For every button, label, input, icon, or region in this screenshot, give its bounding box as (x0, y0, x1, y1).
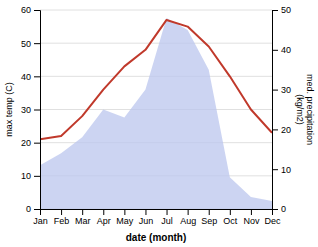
tick-label: 0 (281, 204, 286, 214)
tick: 20 (272, 125, 291, 135)
tick-mark (272, 129, 278, 130)
tick-mark (272, 169, 278, 170)
tick: May (116, 209, 134, 226)
grid-line (40, 10, 272, 11)
tick-mark (34, 110, 40, 111)
y2-axis-title-line: med. precipitation (305, 74, 315, 145)
tick: Jul (161, 209, 173, 226)
plot-area: JanFebMarAprMayJunJulAugSepOctNovDec0102… (4, 5, 315, 243)
tick-label: 10 (21, 171, 31, 181)
tick: 30 (21, 105, 40, 115)
area (40, 18, 272, 209)
tick: 10 (21, 171, 40, 181)
tick-mark (272, 90, 278, 91)
tick-label: 20 (281, 125, 291, 135)
tick-label: Nov (243, 216, 260, 226)
axis-line (34, 11, 41, 210)
tick: 50 (21, 39, 40, 49)
tick-label: Oct (223, 216, 238, 226)
tick-mark (272, 50, 278, 51)
y2-axis-title-line: (kg/m2) (295, 94, 305, 125)
tick-mark (34, 76, 40, 77)
tick-mark (34, 43, 40, 44)
tick-mark (251, 209, 252, 215)
tick-label: 0 (26, 204, 31, 214)
axis-line (41, 210, 273, 216)
tick: Apr (97, 209, 111, 226)
y-axis-title: max temp (C) (4, 82, 14, 137)
tick: Jan (33, 209, 48, 226)
tick-mark (124, 209, 125, 215)
tick-label: Mar (75, 216, 91, 226)
tick-label: Feb (54, 216, 70, 226)
tick-label: 20 (21, 138, 31, 148)
tick-label: 60 (21, 5, 31, 15)
tick-label: 50 (21, 39, 31, 49)
grid-line (40, 43, 272, 44)
tick: 60 (21, 5, 40, 15)
grid (40, 10, 272, 209)
tick: 0 (272, 204, 286, 214)
tick-label: 40 (21, 72, 31, 82)
tick-label: 30 (21, 105, 31, 115)
tick: 40 (21, 72, 40, 82)
marks (40, 18, 272, 209)
tick-mark (34, 176, 40, 177)
y2-axis-title: med. precipitation(kg/m2) (295, 74, 315, 145)
tick-label: Jun (139, 216, 154, 226)
tick-mark (167, 209, 168, 215)
tick-mark (34, 143, 40, 144)
x-axis: Jan Feb Mar Apr May Jun Jul Aug Sep Oct Nov Dec (33, 209, 281, 226)
tick-label: Jul (161, 216, 173, 226)
y2-axis: 0 10 20 30 40 50 (272, 5, 291, 214)
tick: Feb (54, 209, 70, 226)
tick: 50 (272, 5, 291, 15)
tick: Dec (264, 209, 281, 226)
tick-mark (61, 209, 62, 215)
tick-mark (34, 209, 40, 210)
tick: Mar (75, 209, 91, 226)
chart: JanFebMarAprMayJunJulAugSepOctNovDec0102… (0, 0, 318, 247)
tick-mark (209, 209, 210, 215)
x-axis-title: date (month) (126, 232, 187, 243)
tick: 0 (26, 204, 40, 214)
tick: 10 (272, 165, 291, 175)
tick-mark (34, 10, 40, 11)
tick-label: Jan (33, 216, 48, 226)
line (40, 20, 272, 139)
tick-mark (82, 209, 83, 215)
tick-label: May (116, 216, 134, 226)
tick-label: 50 (281, 5, 291, 15)
tick-label: Aug (180, 216, 196, 226)
tick-label: 40 (281, 45, 291, 55)
tick-label: Sep (201, 216, 217, 226)
tick: Sep (201, 209, 217, 226)
y-axis: 0 10 20 30 40 50 60 (21, 5, 41, 214)
tick: Oct (223, 209, 238, 226)
tick-label: 30 (281, 85, 291, 95)
tick: 30 (272, 85, 291, 95)
tick-mark (145, 209, 146, 215)
tick-label: 10 (281, 165, 291, 175)
tick-mark (272, 10, 278, 11)
axis-line (273, 11, 279, 210)
tick-mark (188, 209, 189, 215)
tick: Nov (243, 209, 260, 226)
tick-mark (272, 209, 278, 210)
tick: 40 (272, 45, 291, 55)
tick-label: Dec (264, 216, 281, 226)
background (0, 0, 318, 247)
tick: 20 (21, 138, 40, 148)
tick-mark (103, 209, 104, 215)
tick-mark (230, 209, 231, 215)
chart-container: JanFebMarAprMayJunJulAugSepOctNovDec0102… (0, 0, 318, 247)
tick: Aug (180, 209, 196, 226)
tick: Jun (139, 209, 154, 226)
tick-label: Apr (97, 216, 111, 226)
